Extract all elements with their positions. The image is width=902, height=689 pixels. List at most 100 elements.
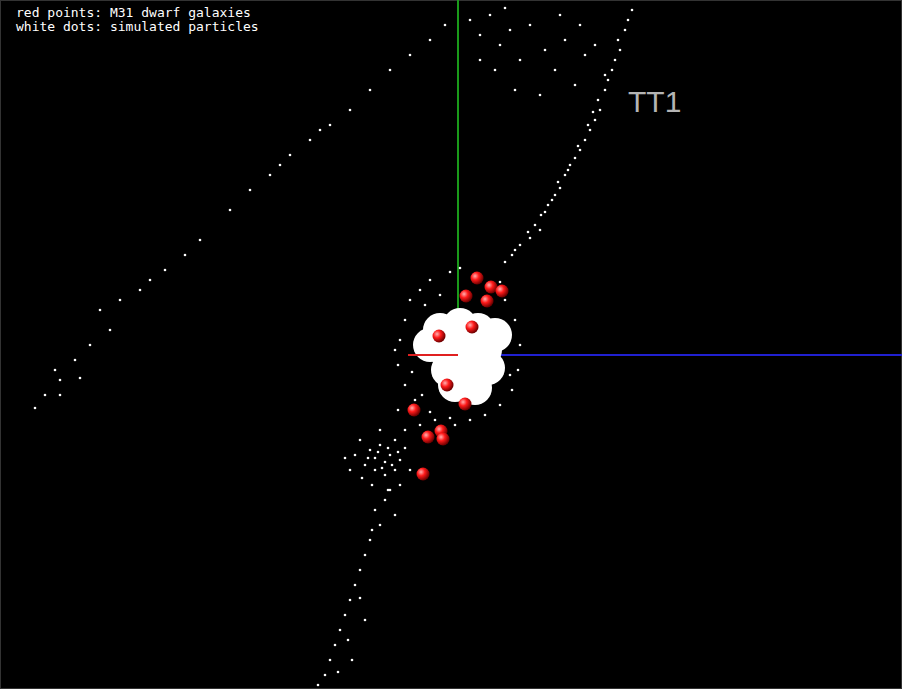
particle bbox=[584, 54, 587, 57]
particle bbox=[504, 7, 507, 10]
particle bbox=[444, 24, 447, 27]
particle bbox=[347, 639, 350, 642]
view-axis-x bbox=[408, 354, 458, 356]
particle bbox=[514, 319, 517, 322]
particle bbox=[539, 229, 542, 232]
particle bbox=[459, 267, 462, 270]
particle bbox=[607, 79, 610, 82]
particle bbox=[514, 89, 517, 92]
particle bbox=[381, 467, 384, 470]
particle bbox=[574, 84, 577, 87]
legend-entry: red points: M31 dwarf galaxies bbox=[16, 5, 251, 20]
dwarf-galaxy bbox=[408, 404, 421, 417]
particle bbox=[384, 461, 387, 464]
particle bbox=[349, 469, 352, 472]
particle bbox=[499, 281, 502, 284]
plot-area bbox=[34, 0, 902, 686]
particle bbox=[597, 99, 600, 102]
particle bbox=[317, 684, 320, 687]
particle bbox=[454, 424, 457, 427]
dwarf-galaxy bbox=[433, 330, 446, 343]
particle bbox=[519, 59, 522, 62]
particle bbox=[579, 149, 582, 152]
dwarf-galaxy bbox=[466, 321, 479, 334]
particle bbox=[404, 447, 407, 450]
particle bbox=[604, 74, 607, 77]
particle bbox=[567, 169, 570, 172]
particle bbox=[379, 444, 382, 447]
particle bbox=[359, 597, 362, 600]
particle bbox=[577, 145, 580, 148]
particle bbox=[554, 194, 557, 197]
particle bbox=[289, 154, 292, 157]
particle bbox=[74, 359, 77, 362]
particle bbox=[397, 364, 400, 367]
particle bbox=[351, 659, 354, 662]
particle bbox=[119, 299, 122, 302]
particle bbox=[579, 24, 582, 27]
particle bbox=[354, 454, 357, 457]
particle bbox=[389, 454, 392, 457]
series-sphere bbox=[408, 272, 509, 481]
particle bbox=[249, 189, 252, 192]
particle bbox=[384, 474, 387, 477]
annotation: TT1 bbox=[628, 85, 681, 118]
particle bbox=[611, 69, 614, 72]
particle bbox=[199, 239, 202, 242]
particle bbox=[361, 477, 364, 480]
particle bbox=[374, 469, 377, 472]
particle bbox=[59, 379, 62, 382]
particle bbox=[514, 249, 517, 252]
particle bbox=[379, 524, 382, 527]
particle bbox=[614, 59, 617, 62]
particle bbox=[369, 449, 372, 452]
particle bbox=[364, 554, 367, 557]
particle bbox=[399, 339, 402, 342]
particle bbox=[79, 377, 82, 380]
particle bbox=[419, 289, 422, 292]
particle bbox=[374, 457, 377, 460]
particle bbox=[557, 181, 560, 184]
particle bbox=[139, 289, 142, 292]
particle bbox=[384, 499, 387, 502]
particle bbox=[164, 269, 167, 272]
particle bbox=[324, 674, 327, 677]
particle bbox=[367, 457, 370, 460]
particle bbox=[387, 489, 390, 492]
particle bbox=[509, 29, 512, 32]
particle bbox=[594, 44, 597, 47]
dwarf-galaxy bbox=[496, 285, 509, 298]
particle bbox=[394, 439, 397, 442]
particle bbox=[551, 199, 554, 202]
particle bbox=[364, 619, 367, 622]
particle bbox=[397, 409, 400, 412]
particle bbox=[391, 464, 394, 467]
particle bbox=[359, 439, 362, 442]
particle bbox=[564, 39, 567, 42]
particle bbox=[429, 279, 432, 282]
view-axis-z bbox=[458, 354, 902, 356]
particle bbox=[404, 384, 407, 387]
particle bbox=[519, 244, 522, 247]
dwarf-galaxy bbox=[417, 468, 430, 481]
particle bbox=[554, 69, 557, 72]
particle bbox=[397, 451, 400, 454]
particle bbox=[569, 164, 572, 167]
particle bbox=[404, 429, 407, 432]
particle bbox=[592, 111, 595, 114]
particle bbox=[564, 174, 567, 177]
particle bbox=[504, 261, 507, 264]
particle bbox=[269, 174, 272, 177]
dwarf-galaxy bbox=[459, 398, 472, 411]
particle bbox=[334, 644, 337, 647]
particle bbox=[424, 304, 427, 307]
particle bbox=[519, 344, 522, 347]
particle bbox=[589, 129, 592, 132]
particle bbox=[439, 294, 442, 297]
particle bbox=[469, 19, 472, 22]
particle-core bbox=[413, 328, 447, 362]
view-axis-y bbox=[457, 0, 459, 355]
particle bbox=[544, 49, 547, 52]
dwarf-galaxy bbox=[437, 433, 450, 446]
particle bbox=[419, 424, 422, 427]
